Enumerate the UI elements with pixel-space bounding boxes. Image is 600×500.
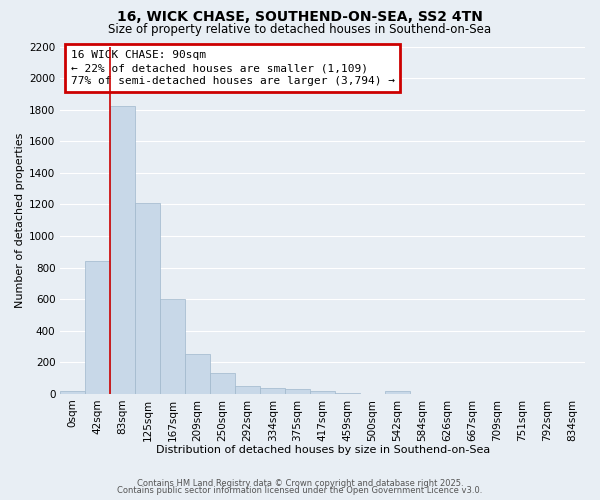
- Bar: [285, 390, 310, 394]
- Bar: [60, 390, 85, 394]
- Bar: [310, 390, 335, 394]
- Text: 16 WICK CHASE: 90sqm
← 22% of detached houses are smaller (1,109)
77% of semi-de: 16 WICK CHASE: 90sqm ← 22% of detached h…: [71, 50, 395, 86]
- Bar: [135, 203, 160, 394]
- Text: Size of property relative to detached houses in Southend-on-Sea: Size of property relative to detached ho…: [109, 22, 491, 36]
- Text: Contains HM Land Registry data © Crown copyright and database right 2025.: Contains HM Land Registry data © Crown c…: [137, 478, 463, 488]
- Bar: [185, 354, 210, 394]
- Bar: [385, 392, 410, 394]
- Bar: [235, 386, 260, 394]
- Bar: [210, 374, 235, 394]
- X-axis label: Distribution of detached houses by size in Southend-on-Sea: Distribution of detached houses by size …: [155, 445, 490, 455]
- Bar: [110, 106, 135, 394]
- Bar: [260, 388, 285, 394]
- Y-axis label: Number of detached properties: Number of detached properties: [15, 132, 25, 308]
- Bar: [335, 393, 360, 394]
- Bar: [160, 299, 185, 394]
- Text: Contains public sector information licensed under the Open Government Licence v3: Contains public sector information licen…: [118, 486, 482, 495]
- Bar: [85, 261, 110, 394]
- Text: 16, WICK CHASE, SOUTHEND-ON-SEA, SS2 4TN: 16, WICK CHASE, SOUTHEND-ON-SEA, SS2 4TN: [117, 10, 483, 24]
